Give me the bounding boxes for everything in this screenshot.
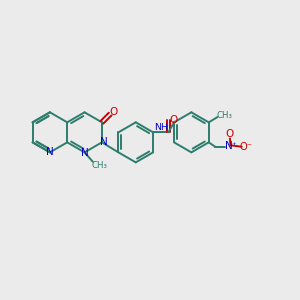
Text: O: O	[225, 129, 233, 140]
Text: CH₃: CH₃	[91, 161, 107, 170]
Text: N: N	[225, 141, 232, 151]
Text: O: O	[169, 115, 177, 125]
Text: O⁻: O⁻	[240, 142, 253, 152]
Text: N: N	[100, 137, 108, 147]
Text: N: N	[81, 148, 88, 158]
Text: N: N	[46, 147, 54, 158]
Text: NH: NH	[154, 123, 168, 132]
Text: CH₃: CH₃	[217, 111, 232, 120]
Text: ⁺: ⁺	[232, 141, 236, 150]
Text: O: O	[110, 107, 118, 117]
